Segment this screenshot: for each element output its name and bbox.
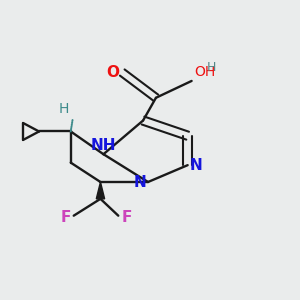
Text: N: N bbox=[134, 175, 146, 190]
Polygon shape bbox=[96, 182, 105, 199]
Text: NH: NH bbox=[91, 138, 116, 153]
Text: N: N bbox=[189, 158, 202, 173]
Text: F: F bbox=[60, 210, 71, 225]
Text: F: F bbox=[121, 210, 132, 225]
Text: OH: OH bbox=[194, 65, 215, 80]
Text: O: O bbox=[106, 65, 119, 80]
Text: H: H bbox=[59, 102, 69, 116]
Text: H: H bbox=[207, 61, 216, 74]
